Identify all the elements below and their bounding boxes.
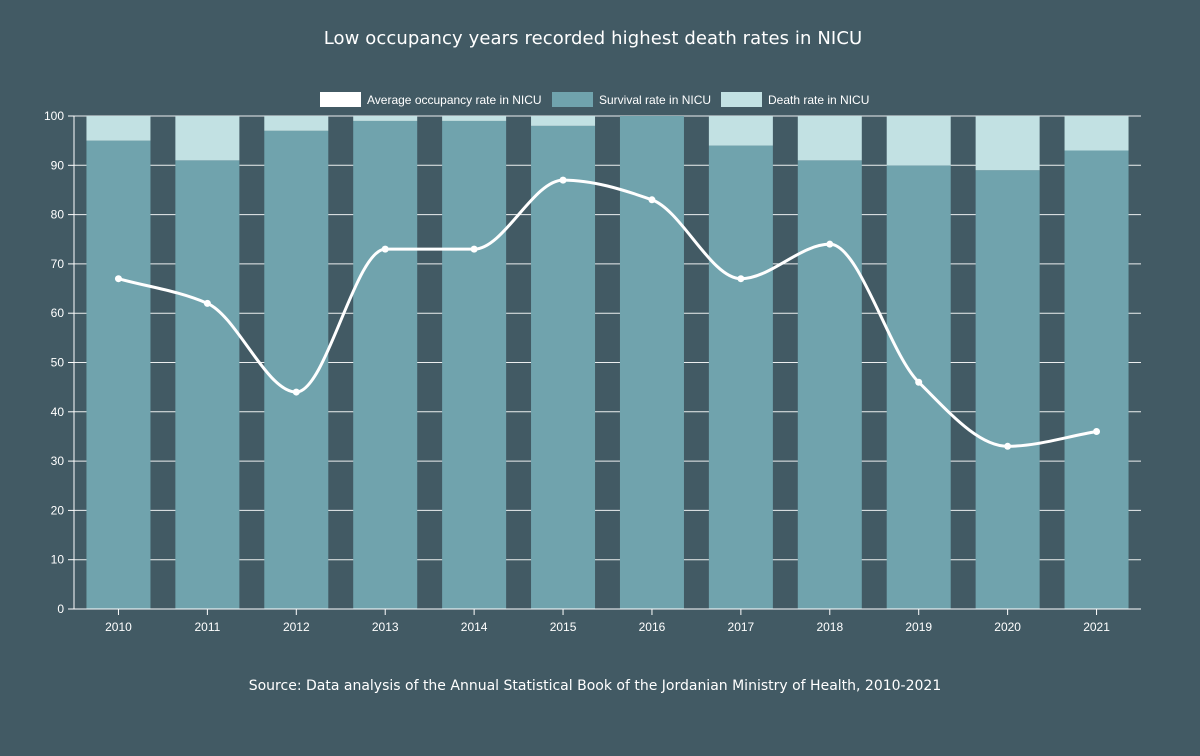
- legend-label-2: Survival rate in NICU: [599, 93, 711, 107]
- bars: [86, 116, 1129, 610]
- x-tick-label-2010: 2010: [105, 620, 132, 634]
- occupancy-point-2020: [1004, 442, 1012, 450]
- death-bar-2012: [264, 116, 329, 131]
- legend-swatch-2: [552, 92, 593, 107]
- x-tick-label-2013: 2013: [372, 620, 399, 634]
- axes: 0 10 20 30 40 50 60 70 80 90 100 2010 2011 2012 2013 20…: [44, 109, 1141, 634]
- death-bar-2011: [175, 116, 240, 161]
- death-bar-2018: [797, 116, 862, 161]
- y-tick-label-60: 60: [51, 306, 65, 320]
- x-tick-label-2011: 2011: [194, 620, 220, 634]
- x-tick-label-2015: 2015: [550, 620, 577, 634]
- y-tick-label-40: 40: [51, 405, 65, 419]
- survival-bar-2018: [797, 160, 862, 609]
- y-tick-label-30: 30: [51, 454, 65, 468]
- y-tick-label-10: 10: [51, 553, 65, 567]
- y-tick-label-0: 0: [57, 602, 64, 616]
- survival-bar-2011: [175, 160, 240, 609]
- occupancy-point-2021: [1093, 428, 1101, 436]
- occupancy-point-2018: [826, 240, 834, 248]
- x-tick-label-2012: 2012: [283, 620, 310, 634]
- death-bar-2021: [1064, 116, 1129, 151]
- occupancy-point-2015: [559, 176, 567, 184]
- x-tick-label-2021: 2021: [1083, 620, 1110, 634]
- source-note: Source: Data analysis of the Annual Stat…: [248, 678, 942, 694]
- y-tick-label-90: 90: [51, 158, 65, 172]
- death-bar-2014: [442, 116, 507, 121]
- legend-label-3: Death rate in NICU: [768, 93, 869, 107]
- occupancy-point-2014: [470, 245, 478, 253]
- grid-lines: [74, 115, 1141, 561]
- nicu-chart: 0 10 20 30 40 50 60 70 80 90 100 2010 2011 2012 2013 20…: [44, 92, 1141, 634]
- y-tick-label-80: 80: [51, 208, 65, 222]
- legend: Average occupancy rate in NICU Survival r…: [320, 92, 869, 107]
- legend-label-1: Average occupancy rate in NICU: [367, 93, 542, 107]
- chart-title: Low occupancy years recorded highest dea…: [323, 28, 863, 49]
- survival-bar-2016: [619, 116, 684, 609]
- survival-bar-2019: [886, 165, 951, 610]
- y-tick-label-50: 50: [51, 356, 65, 370]
- occupancy-point-2016: [648, 196, 656, 204]
- x-tick-label-2018: 2018: [816, 620, 843, 634]
- death-bar-2015: [531, 116, 596, 126]
- y-tick-label-100: 100: [44, 109, 64, 123]
- y-tick-label-70: 70: [51, 257, 65, 271]
- occupancy-point-2011: [203, 299, 211, 307]
- survival-bar-2010: [86, 140, 151, 609]
- legend-swatch-1: [320, 92, 361, 107]
- death-bar-2017: [708, 116, 773, 146]
- survival-bar-2017: [708, 145, 773, 609]
- death-bar-2020: [975, 116, 1040, 171]
- occupancy-point-2012: [292, 388, 300, 396]
- death-bar-2010: [86, 116, 151, 141]
- survival-bar-2015: [531, 125, 596, 610]
- x-tick-label-2014: 2014: [461, 620, 488, 634]
- survival-bar-2020: [975, 170, 1040, 610]
- occupancy-point-2013: [381, 245, 389, 253]
- x-tick-label-2020: 2020: [994, 620, 1021, 634]
- x-tick-label-2019: 2019: [905, 620, 932, 634]
- occupancy-point-2019: [915, 378, 923, 386]
- survival-bar-2021: [1064, 150, 1129, 609]
- death-bar-2019: [886, 116, 951, 166]
- survival-bar-2013: [353, 120, 418, 610]
- y-tick-label-20: 20: [51, 503, 65, 517]
- survival-bar-2014: [442, 120, 507, 610]
- x-tick-label-2016: 2016: [639, 620, 666, 634]
- x-tick-label-2017: 2017: [728, 620, 755, 634]
- occupancy-line: [114, 176, 1101, 450]
- occupancy-point-2010: [114, 275, 122, 283]
- legend-swatch-3: [721, 92, 762, 107]
- death-bar-2013: [353, 116, 418, 121]
- occupancy-point-2017: [737, 275, 745, 283]
